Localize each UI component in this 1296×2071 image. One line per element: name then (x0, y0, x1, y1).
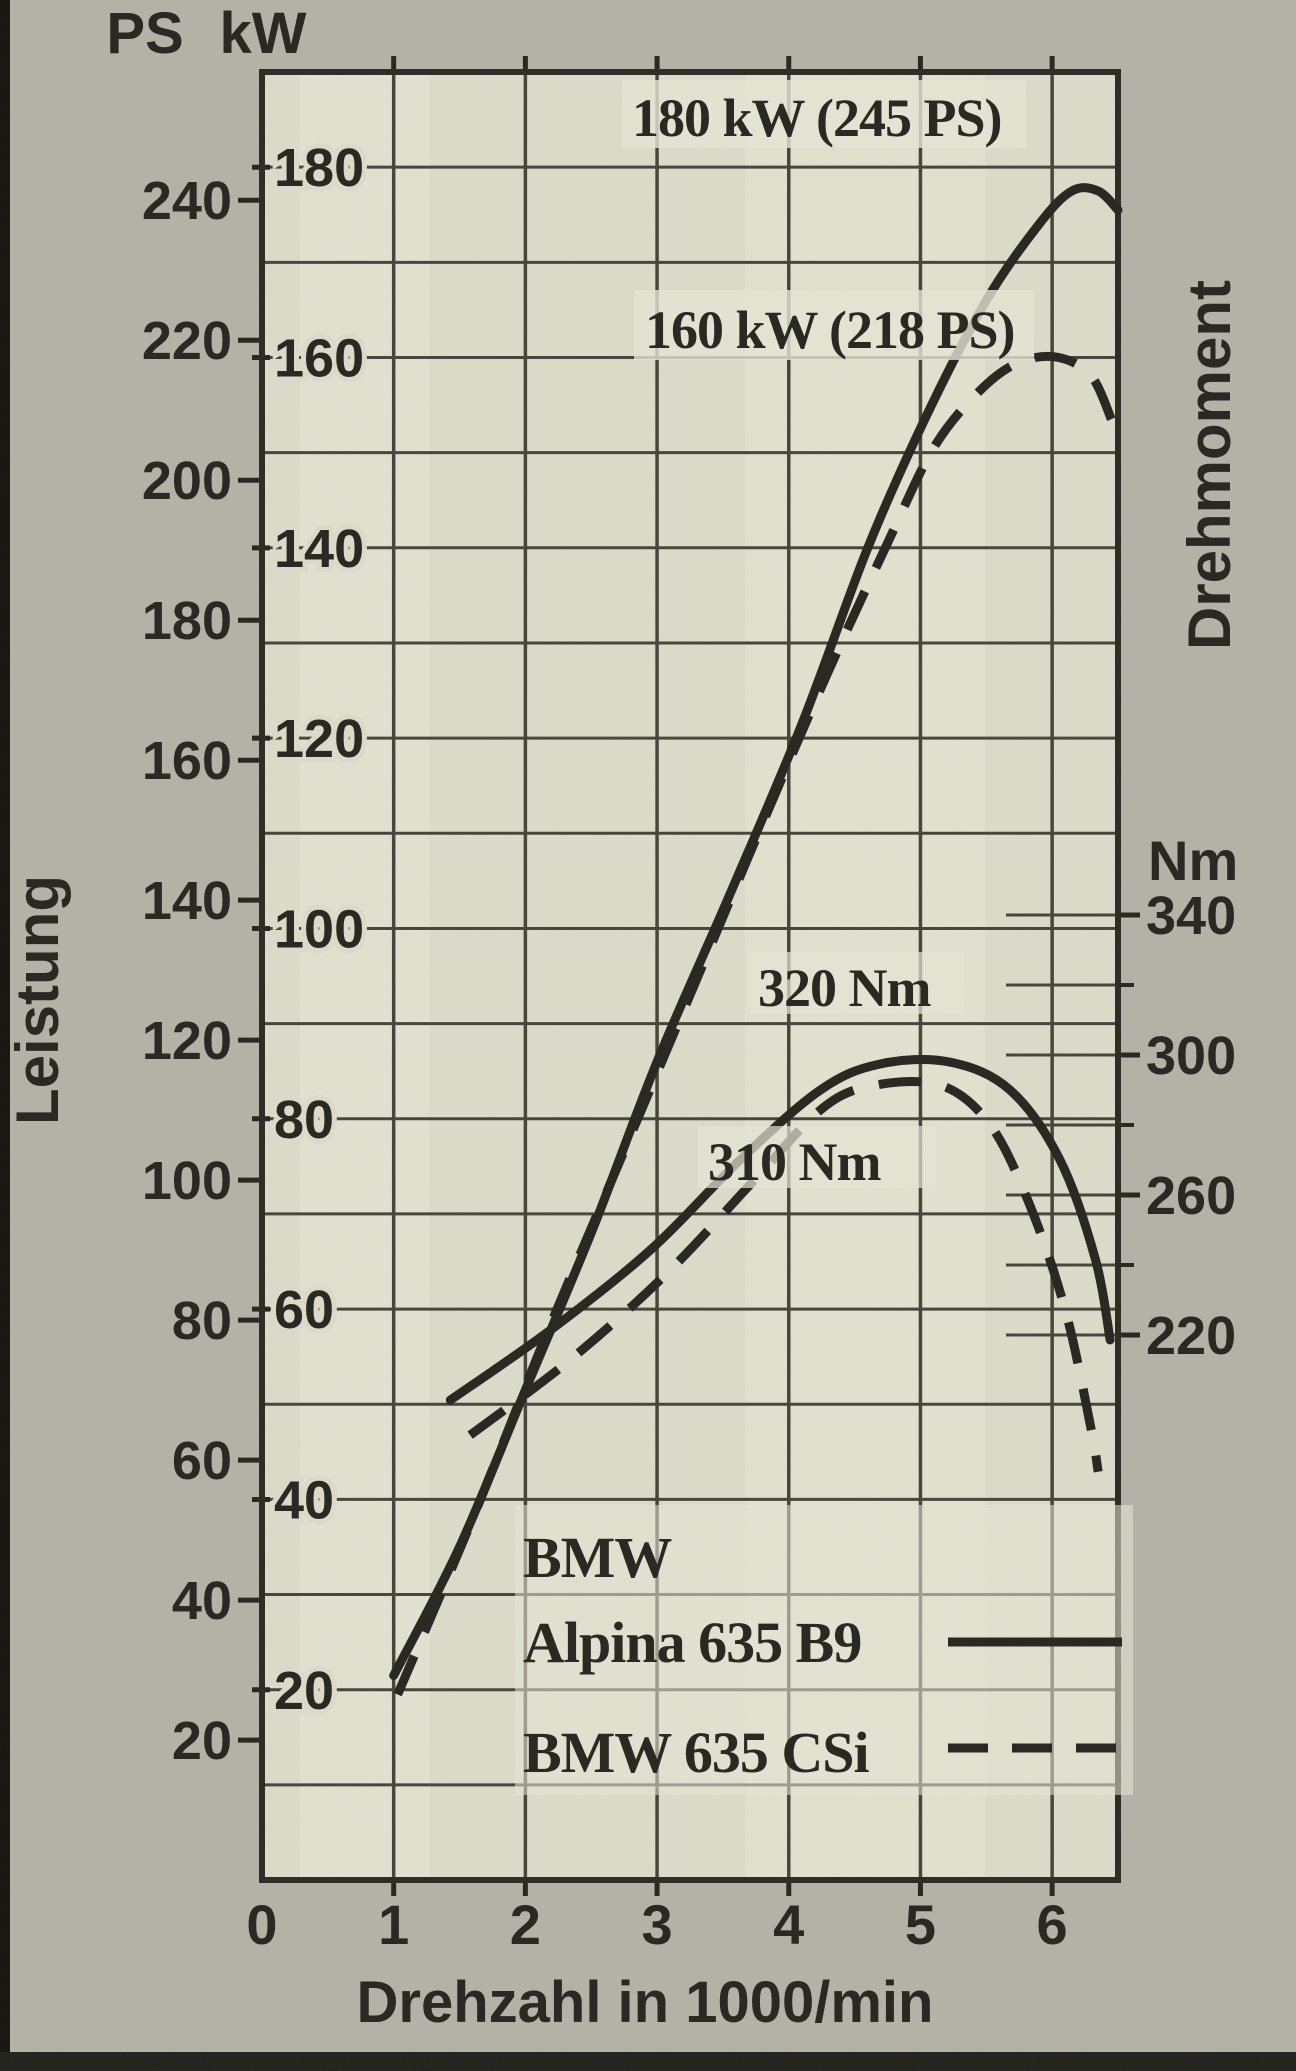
dyno-chart: 0 1 2 3 4 5 6240220200180160140120100806040201… (0, 0, 1296, 2071)
magazine-page: 0 1 2 3 4 5 6 240 220 200 180 160 140 120 100 80 60 40 20 1… (0, 0, 1296, 2071)
grain-overlay (0, 0, 1296, 2071)
